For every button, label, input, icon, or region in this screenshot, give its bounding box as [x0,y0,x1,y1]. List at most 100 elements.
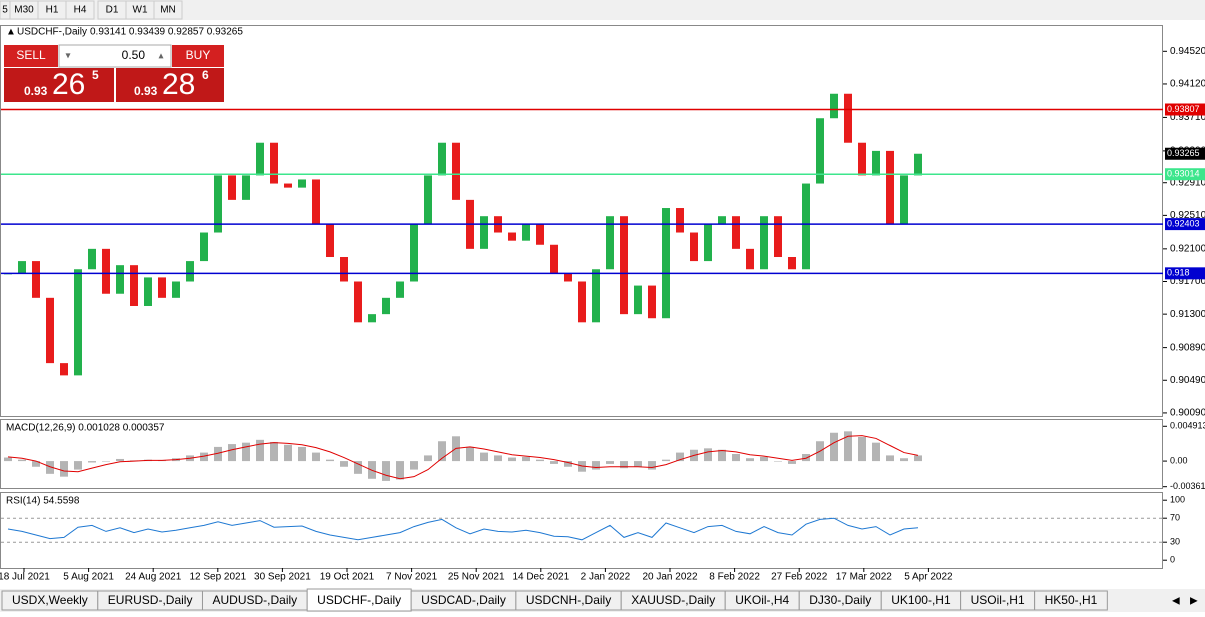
candle [130,265,138,306]
macd-bar [326,459,334,462]
tab-scroll[interactable]: ▶ [1190,596,1198,607]
macd-bar [284,444,292,462]
buy-prefix: 0.93 [134,84,158,98]
macd-bar [4,457,12,462]
macd-bar [900,458,908,462]
time-label: 5 Aug 2021 [63,572,114,583]
macd-bar [634,461,642,467]
sell-price-box[interactable] [4,68,114,102]
candle [676,208,684,233]
candle [200,232,208,262]
tab-label: USDCNH-,Daily [526,593,611,607]
macd-bar [200,452,208,462]
sell-button[interactable] [4,45,58,67]
macd-bar [676,452,684,462]
macd-bar [718,449,726,462]
macd-bar [522,456,530,462]
candle [816,118,824,184]
timeframe-button[interactable] [153,0,183,20]
macd-bar [858,437,866,462]
macd-bar [312,452,320,462]
y-tick-label: 0.91300 [1170,309,1205,320]
tab-label: USDCHF-,Daily [317,593,401,607]
candle [704,224,712,262]
y-tick-label: 0.91700 [1170,276,1205,287]
chart-header: ▲ [6,27,16,38]
macd-bar [480,452,488,462]
macd-bar [466,446,474,462]
toolbar [0,0,1205,20]
timeframe-label: H4 [74,5,87,16]
macd-bar [872,442,880,462]
y-tick-label: 0.90490 [1170,375,1205,386]
candle [718,216,726,225]
level-tag [1165,218,1205,231]
timeframe-label: 5 [2,5,8,16]
level-label: 0.93807 [1167,104,1200,114]
time-label: 30 Sep 2021 [254,572,311,583]
tab-label: XAUUSD-,Daily [631,593,715,607]
macd-bar [550,461,558,464]
level-tag [1165,103,1205,116]
candle [760,216,768,270]
timeframe-button[interactable] [65,0,95,20]
candle [620,216,628,315]
tab[interactable] [1034,590,1108,611]
tab-scroll[interactable]: ◀ [1172,596,1180,607]
macd-bar [32,461,40,467]
candle [144,277,152,306]
macd-bar [914,455,922,462]
y-tick-label: 70 [1170,513,1180,523]
time-label: 7 Nov 2021 [386,572,438,583]
candle [74,269,82,376]
timeframe-label: W1 [133,5,148,16]
candle [242,175,250,200]
macd-bar [662,459,670,462]
macd-bar [396,461,404,480]
buy-button[interactable] [172,45,224,67]
buy-big: 28 [162,68,195,101]
candle [46,297,54,364]
macd-bar [256,439,264,462]
candle [900,175,908,225]
candle [872,150,880,176]
macd-bar [214,446,222,462]
timeframe-label: D1 [106,5,119,16]
time-label: 27 Feb 2022 [771,572,828,583]
ohlc: 0.93141 0.93439 0.92857 0.93265 [90,27,243,38]
buy-label: BUY [186,48,211,62]
y-tick-label: 0.94120 [1170,79,1205,90]
macd-bar [60,461,68,477]
buy-price-box[interactable] [116,68,224,102]
macd-bar [494,455,502,462]
level-tag [1165,168,1205,181]
candle [228,175,236,200]
macd-bar [620,461,628,469]
macd-bar [438,441,446,462]
candle [158,277,166,298]
tab-label: AUDUSD-,Daily [212,593,297,607]
time-label: 14 Dec 2021 [512,572,569,583]
macd-bar [102,461,110,462]
y-tick-label: 0.92510 [1170,210,1205,221]
candle [354,281,362,323]
lot-value: 0.50 [122,48,146,62]
y-tick-label: 0.93710 [1170,112,1205,123]
lot-up[interactable]: ▴ [158,51,163,62]
sell-label: SELL [16,48,46,62]
time-label: 8 Feb 2022 [709,572,760,583]
macd-bar [802,454,810,462]
macd-bar [844,431,852,462]
macd-signal [7,435,919,480]
lot-box[interactable] [58,44,172,68]
candle [802,183,810,270]
tab-label: DJ30-,Daily [809,593,871,607]
current-price-tag [1165,147,1205,160]
lot-down[interactable]: ▾ [65,51,70,62]
y-tick-label: -0.003614 [1170,481,1205,491]
macd-bar [18,459,26,462]
candle [564,273,572,282]
y-tick-label: 100 [1170,495,1185,505]
candle [88,248,96,270]
candle [914,153,922,176]
